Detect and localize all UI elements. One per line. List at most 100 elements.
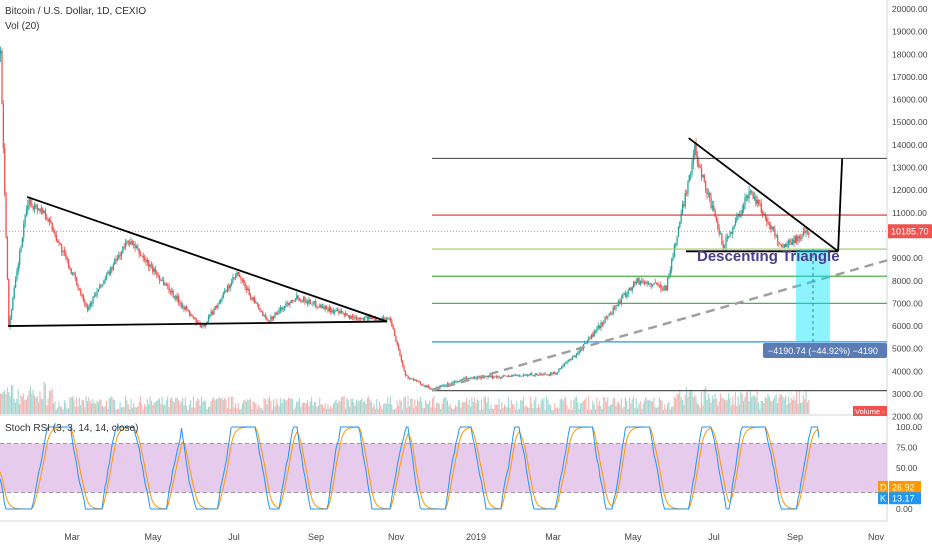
volume-bar bbox=[536, 407, 538, 414]
candle-body bbox=[513, 374, 515, 376]
volume-bar bbox=[74, 406, 76, 414]
candle-body bbox=[613, 307, 616, 309]
candle-body bbox=[374, 317, 377, 321]
volume-bar bbox=[425, 400, 427, 414]
volume-bar bbox=[664, 404, 666, 414]
price-tick-label: 17000.00 bbox=[892, 72, 928, 82]
candle-body bbox=[544, 373, 546, 375]
candle-body bbox=[494, 376, 496, 378]
candle-body bbox=[719, 233, 722, 235]
candle-body bbox=[635, 281, 638, 284]
volume-bar bbox=[47, 398, 49, 414]
candle-body bbox=[73, 272, 75, 275]
volume-bar bbox=[694, 394, 696, 414]
volume-bar bbox=[541, 400, 544, 414]
candle-body bbox=[698, 163, 700, 168]
candle-body bbox=[176, 296, 178, 300]
candle-body bbox=[215, 305, 218, 308]
volume-bar bbox=[604, 397, 606, 414]
volume-bar bbox=[51, 388, 53, 414]
volume-bar bbox=[293, 409, 295, 414]
candle-body bbox=[566, 361, 568, 363]
volume-bar bbox=[164, 405, 166, 414]
time-axis-label: Nov bbox=[388, 532, 405, 542]
candle-body bbox=[368, 315, 370, 320]
volume-bar bbox=[622, 408, 624, 414]
volume-bar bbox=[692, 396, 694, 414]
candle-body bbox=[577, 352, 579, 355]
volume-bar bbox=[165, 400, 167, 414]
volume-bar bbox=[574, 397, 576, 414]
price-tick-label: 20000.00 bbox=[892, 4, 928, 14]
volume-bar bbox=[331, 408, 333, 414]
volume-bar bbox=[786, 404, 788, 414]
volume-bar bbox=[749, 390, 751, 414]
candle-body bbox=[471, 377, 473, 379]
candle-body bbox=[283, 306, 286, 309]
volume-bar bbox=[502, 408, 504, 414]
candle-body bbox=[608, 313, 610, 317]
volume-bar bbox=[653, 397, 655, 414]
candle-body bbox=[48, 219, 51, 222]
candle-body bbox=[131, 241, 134, 245]
candle-body bbox=[658, 285, 661, 286]
candle-body bbox=[112, 264, 115, 270]
volume-bar bbox=[143, 404, 146, 414]
volume-bar bbox=[321, 404, 324, 414]
volume-bar bbox=[808, 399, 810, 414]
volume-bar bbox=[298, 397, 300, 414]
candle-body bbox=[351, 315, 354, 318]
candle-body bbox=[440, 386, 442, 388]
volume-bar bbox=[183, 405, 185, 414]
candle-body bbox=[524, 374, 526, 376]
volume-bar bbox=[706, 399, 708, 414]
volume-bar bbox=[173, 402, 175, 414]
volume-bar bbox=[108, 398, 110, 414]
volume-bar bbox=[124, 396, 127, 414]
volume-bar bbox=[161, 396, 163, 414]
volume-bar bbox=[300, 407, 302, 414]
volume-bar bbox=[444, 397, 446, 414]
volume-bar bbox=[560, 398, 563, 414]
volume-bar bbox=[103, 407, 105, 414]
candle-body bbox=[622, 294, 624, 299]
stoch-d-value: 26.92 bbox=[892, 482, 915, 492]
volume-bar bbox=[472, 402, 474, 414]
volume-bar bbox=[339, 401, 341, 414]
candle-body bbox=[804, 231, 806, 233]
volume-bar bbox=[176, 397, 178, 414]
volume-bar bbox=[357, 401, 359, 414]
volume-bar bbox=[456, 406, 458, 414]
volume-bar bbox=[63, 400, 65, 414]
candle-body bbox=[42, 208, 44, 214]
candle-body bbox=[376, 320, 378, 322]
candle-body bbox=[100, 284, 102, 286]
candle-body bbox=[168, 286, 170, 292]
candle-body bbox=[57, 240, 59, 243]
candle-body bbox=[612, 307, 614, 314]
volume-bar bbox=[484, 396, 487, 414]
candle-body bbox=[172, 290, 174, 297]
volume-bar bbox=[422, 407, 424, 414]
volume-bar bbox=[85, 396, 87, 414]
candle-body bbox=[373, 317, 375, 319]
volume-bar bbox=[638, 403, 640, 414]
volume-bar bbox=[430, 407, 432, 414]
candle-body bbox=[342, 312, 344, 314]
candle-body bbox=[12, 298, 14, 311]
volume-bar bbox=[577, 402, 579, 414]
volume-bar bbox=[728, 393, 730, 414]
candle-body bbox=[191, 315, 193, 317]
volume-bar bbox=[80, 405, 82, 414]
volume-bar bbox=[370, 402, 372, 414]
candle-body bbox=[182, 305, 184, 307]
volume-bar bbox=[290, 398, 292, 414]
candle-body bbox=[681, 204, 684, 214]
candle-body bbox=[514, 374, 517, 376]
volume-bar bbox=[8, 392, 10, 414]
price-tick-label: 12000.00 bbox=[892, 185, 928, 195]
candle-body bbox=[397, 344, 400, 350]
candle-body bbox=[772, 226, 775, 230]
volume-bar bbox=[141, 404, 143, 414]
